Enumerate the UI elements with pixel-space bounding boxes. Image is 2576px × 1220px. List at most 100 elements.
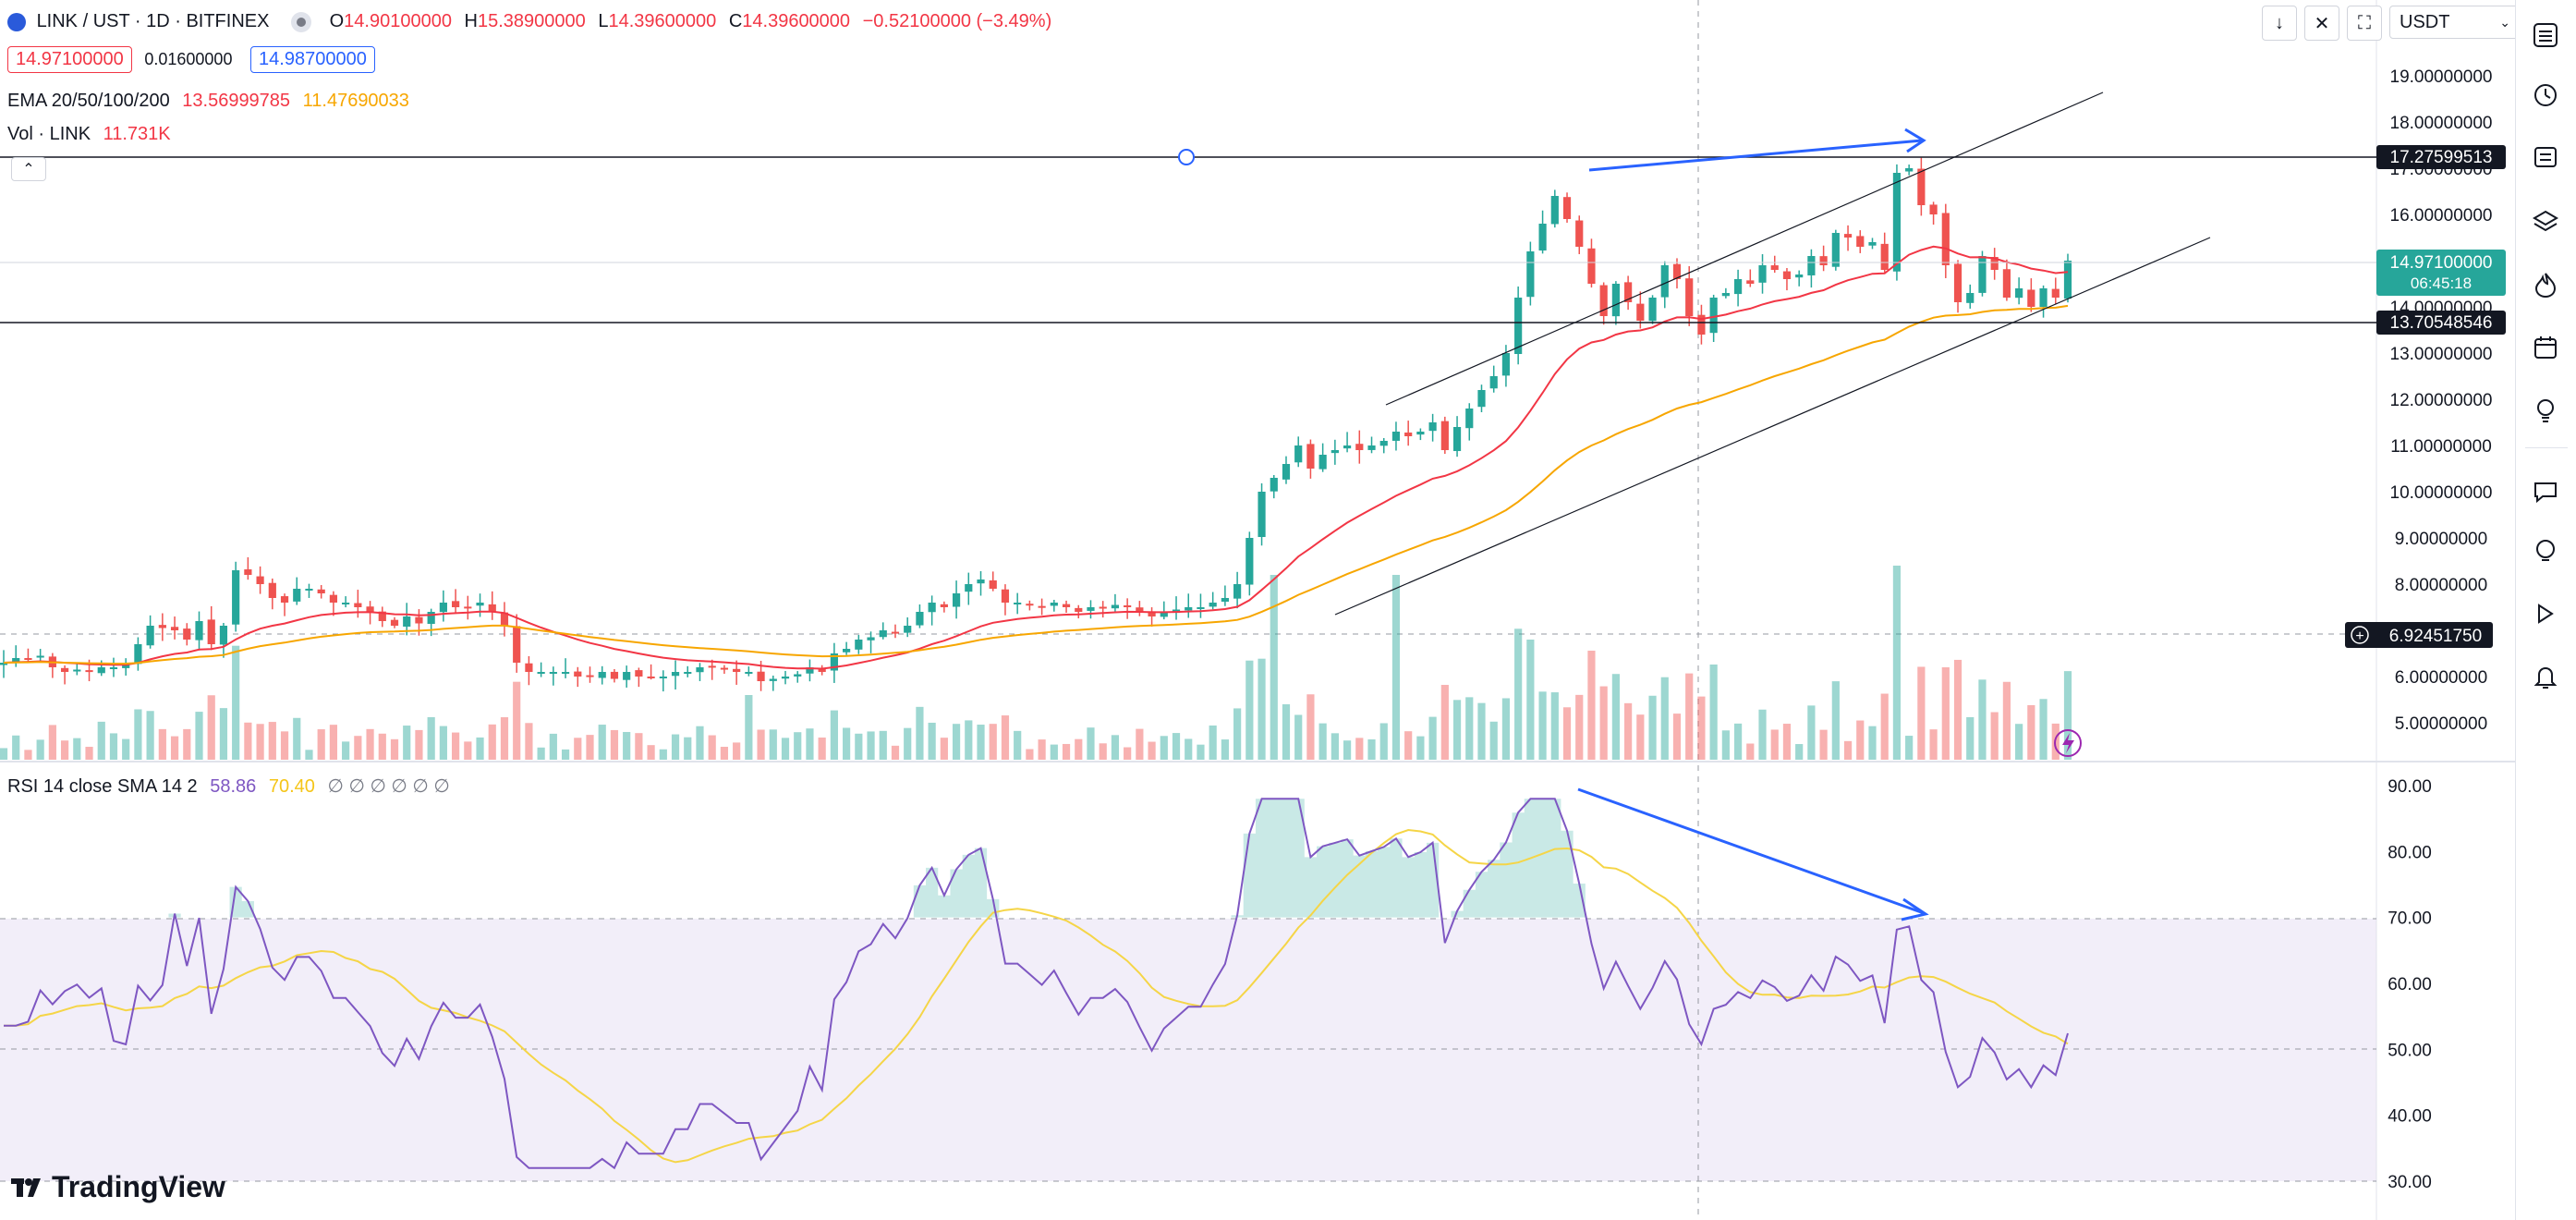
price-tick-label: 9.00000000 (2395, 530, 2487, 549)
volume-bar (1318, 723, 1327, 760)
candle-body (36, 655, 44, 658)
alerts-clock-button[interactable] (2527, 76, 2564, 113)
collapse-button[interactable]: ✕ (2304, 6, 2339, 41)
candle-body (1892, 173, 1902, 272)
tradingview-logo[interactable]: TradingView (11, 1170, 225, 1204)
help-button[interactable] (2527, 532, 2564, 569)
volume-bar (488, 724, 496, 760)
hotlist-button[interactable] (2527, 266, 2564, 303)
volume-bar (354, 736, 362, 760)
currency-select[interactable]: USDT ⌄ (2389, 6, 2521, 39)
volume-bar (1428, 716, 1437, 760)
rsi-line[interactable] (4, 798, 2069, 1170)
watchlist-button[interactable] (2527, 17, 2564, 54)
fullscreen-icon: ⛶ (2358, 12, 2371, 33)
volume-bar (1966, 716, 1975, 760)
volume-bar (1038, 739, 1046, 760)
candle-body (1709, 298, 1718, 334)
layers-button[interactable] (2527, 203, 2564, 240)
open-value: 14.90100000 (344, 11, 452, 31)
plus-icon[interactable] (2351, 626, 2369, 644)
volume-bar (1672, 714, 1682, 760)
volume-value: 11.731K (103, 124, 171, 144)
volume-bar (635, 733, 643, 760)
volume-bar (317, 729, 325, 760)
upper-line-price: 17.27599513 (2390, 148, 2493, 167)
replay-button[interactable] (2527, 595, 2564, 632)
rsi-axis[interactable]: 90.00 80.00 70.00 60.00 50.00 40.00 30.00 (2388, 777, 2432, 1192)
volume-bar (1538, 691, 1547, 760)
ema-50-line[interactable] (3, 304, 2069, 665)
candle-body (1465, 409, 1474, 429)
collapse-legend-button[interactable]: ⌃ (11, 157, 46, 181)
download-button[interactable]: ↓ (2262, 6, 2297, 41)
candle-body (1795, 274, 1804, 278)
channel-upper-line[interactable] (1385, 92, 2104, 406)
symbol-legend[interactable]: LINK / UST · 1D · BITFINEX O14.90100000 … (7, 11, 1051, 32)
candle-body (1990, 257, 1999, 270)
rsi-ma-value: 70.40 (268, 776, 315, 797)
volume-bar (464, 741, 472, 760)
volume-bar (1831, 681, 1840, 760)
volume-bar (1501, 698, 1511, 760)
volume-bar (500, 717, 509, 760)
bid-price[interactable]: 14.97100000 (7, 46, 132, 73)
notifications-button[interactable] (2527, 658, 2564, 695)
candle-body (757, 671, 765, 681)
volume-bar (293, 717, 301, 760)
rsi-value: 58.86 (210, 776, 257, 797)
channel-lower-line[interactable] (1334, 237, 2211, 616)
volume-bar (2027, 704, 2035, 760)
candle-body (574, 671, 582, 677)
ask-price[interactable]: 14.98700000 (250, 46, 375, 73)
sidebar-divider (2525, 447, 2568, 448)
ideas-button[interactable] (2527, 392, 2564, 429)
volume-bar (733, 742, 741, 760)
volume-bar (610, 729, 619, 760)
fullscreen-button[interactable]: ⛶ (2347, 6, 2382, 41)
ema-legend[interactable]: EMA 20/50/100/200 13.56999785 11.4769003… (7, 91, 409, 112)
volume-bar (1331, 733, 1339, 760)
volume-legend[interactable]: Vol · LINK 11.731K (7, 124, 171, 145)
candle-body (1624, 282, 1633, 302)
candle-body (1258, 492, 1266, 538)
volume-bar (1575, 694, 1584, 760)
volume-bar (696, 726, 704, 760)
chats-button[interactable] (2527, 473, 2564, 510)
price-divergence-arrow[interactable] (1588, 139, 1923, 172)
candles[interactable] (0, 157, 2072, 692)
calendar-button[interactable] (2527, 329, 2564, 366)
lightning-icon[interactable] (2054, 729, 2082, 757)
rsi-ma-line[interactable] (4, 828, 2069, 1164)
candle-body (134, 644, 142, 665)
symbol-title[interactable]: LINK / UST · 1D · BITFINEX (36, 11, 270, 31)
rsi-legend[interactable]: RSI 14 close SMA 14 2 58.86 70.40 ∅ ∅ ∅ … (7, 775, 450, 798)
market-status-icon[interactable] (291, 11, 312, 32)
rsi-divergence-arrow[interactable] (1577, 787, 1925, 915)
price-arrow-head (1904, 128, 1926, 153)
candle-body (293, 589, 301, 602)
volume-bar (1929, 729, 1938, 760)
crosshair-price-tag[interactable] (2345, 622, 2493, 648)
volume-bar (1880, 693, 1889, 760)
candle-body (769, 678, 777, 681)
volume-bar (219, 708, 228, 760)
candle-body (1136, 607, 1144, 612)
candle-body (561, 672, 570, 674)
volume-bar (207, 695, 215, 760)
upper-line-tag (2376, 145, 2506, 169)
volume-bar (439, 726, 447, 760)
volume-bar (1233, 708, 1242, 760)
volume-bar (904, 727, 912, 760)
candle-body (342, 603, 350, 604)
candle-body (1294, 445, 1303, 463)
drawing-handle[interactable] (1178, 149, 1195, 165)
layers-icon (2533, 210, 2558, 232)
volume-bar (1221, 739, 1229, 760)
candle-body (1843, 234, 1853, 238)
open-label: O (329, 11, 345, 31)
candle-body (1221, 598, 1229, 603)
ema-20-line[interactable] (3, 245, 2069, 670)
data-window-button[interactable] (2527, 139, 2564, 176)
